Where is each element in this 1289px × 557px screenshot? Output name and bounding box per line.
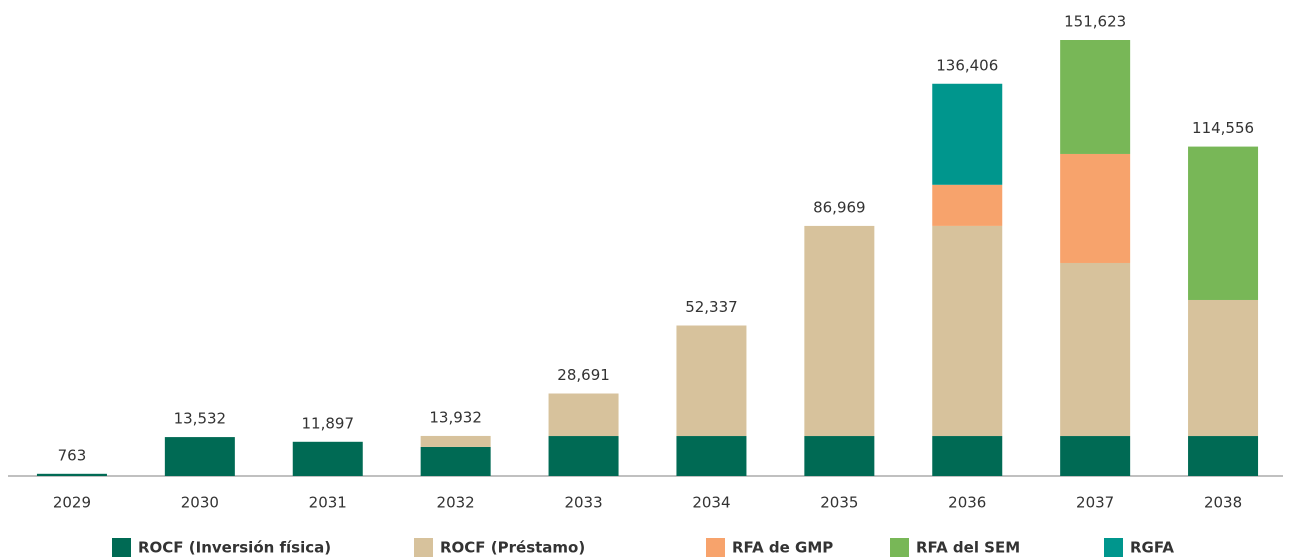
legend-swatch [890, 538, 909, 557]
bar-segment [548, 393, 619, 437]
total-label: 151,623 [1064, 13, 1126, 31]
legend-swatch [112, 538, 131, 557]
bar-segment [1060, 153, 1131, 263]
legend-label: RGFA [1130, 539, 1174, 557]
total-label: 11,897 [302, 414, 355, 432]
legend-swatch [1104, 538, 1123, 557]
bar-segment [804, 225, 875, 437]
legend-label: ROCF (Préstamo) [440, 539, 585, 557]
total-label: 52,337 [685, 298, 738, 316]
legend-swatch [414, 538, 433, 557]
total-label: 763 [58, 446, 87, 464]
bar-segment [932, 436, 1003, 476]
total-label: 86,969 [813, 198, 866, 216]
total-label: 13,532 [174, 410, 227, 428]
legend-label: ROCF (Inversión física) [138, 539, 331, 557]
bar-segment [676, 436, 747, 476]
bar-segment [1060, 436, 1131, 476]
x-tick-label: 2029 [53, 494, 91, 512]
x-tick-label: 2036 [948, 494, 986, 512]
x-tick-label: 2035 [820, 494, 858, 512]
bar-segment [36, 473, 107, 476]
bar-segment [1188, 146, 1259, 300]
total-label: 136,406 [936, 56, 998, 74]
x-tick-label: 2037 [1076, 494, 1114, 512]
bar-segment [804, 436, 875, 476]
bar-segment [420, 435, 491, 447]
total-label: 114,556 [1192, 119, 1254, 137]
x-tick-label: 2033 [564, 494, 602, 512]
legend-label: RFA del SEM [916, 539, 1020, 557]
bar-segment [420, 446, 491, 476]
total-label: 28,691 [557, 366, 610, 384]
legend-swatch [706, 538, 725, 557]
bar-segment [548, 436, 619, 476]
bar-segment [932, 225, 1003, 437]
bar-segment [1188, 436, 1259, 476]
x-tick-label: 2034 [692, 494, 730, 512]
bar-segment [676, 325, 747, 437]
x-tick-label: 2030 [181, 494, 219, 512]
bar-segment [932, 83, 1003, 185]
x-tick-label: 2031 [309, 494, 347, 512]
bar-segment [932, 184, 1003, 226]
bar-segment [1188, 299, 1259, 437]
x-tick-label: 2038 [1204, 494, 1242, 512]
legend-label: RFA de GMP [732, 539, 833, 557]
bar-segment [292, 441, 363, 476]
bar-segment [164, 437, 235, 476]
bar-segment [1060, 262, 1131, 437]
x-tick-label: 2032 [437, 494, 475, 512]
total-label: 13,932 [429, 408, 482, 426]
bar-segment [1060, 40, 1131, 154]
